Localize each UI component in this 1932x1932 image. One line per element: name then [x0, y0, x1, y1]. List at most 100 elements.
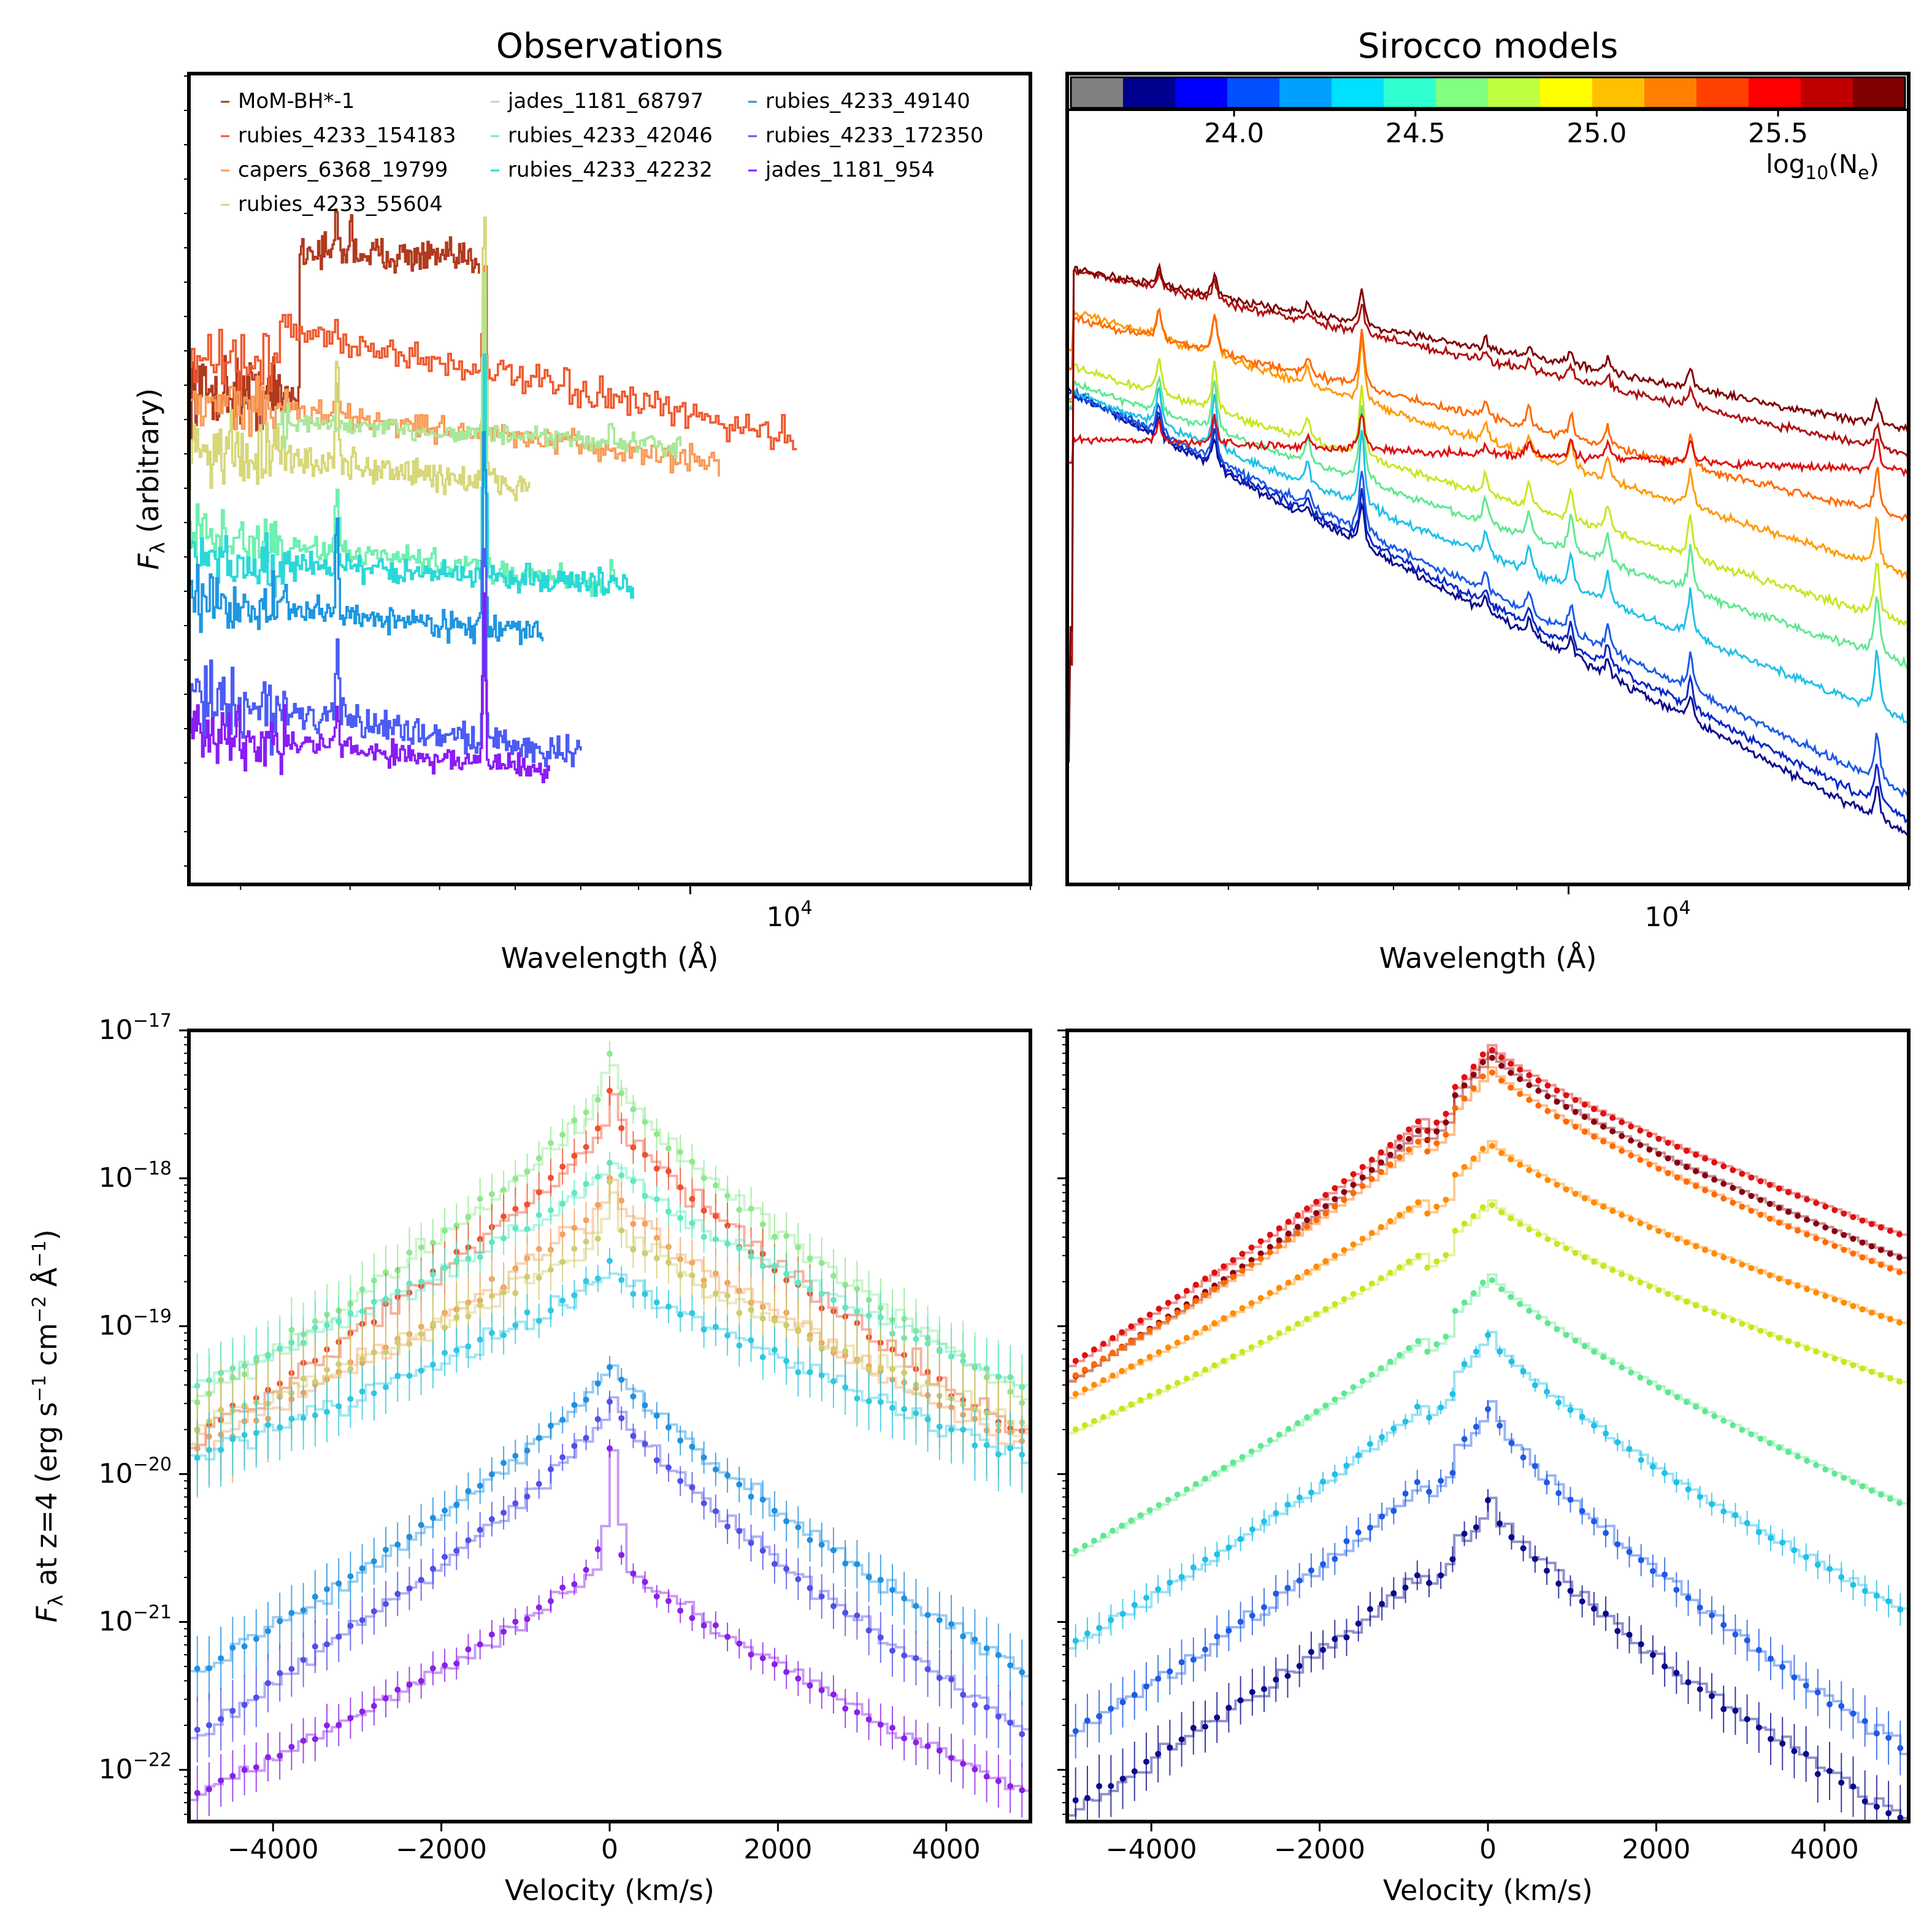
data-point [277, 1346, 283, 1352]
data-point [1304, 1269, 1310, 1275]
figure: Observations MoM-BH*-1rubies_4233_154183… [0, 0, 1932, 1932]
data-point [1308, 1649, 1314, 1655]
data-point [889, 1647, 895, 1654]
data-point [359, 1389, 366, 1395]
data-point [642, 1152, 648, 1158]
data-point [1498, 1063, 1505, 1069]
data-point [1308, 1489, 1314, 1495]
data-point [383, 1601, 389, 1607]
data-point [1351, 1182, 1357, 1188]
data-point [524, 1616, 531, 1622]
data-point [866, 1716, 872, 1722]
data-point [795, 1676, 801, 1682]
data-point [548, 1598, 554, 1604]
data-point [548, 1466, 554, 1473]
data-point [783, 1322, 789, 1328]
data-point [265, 1628, 271, 1634]
data-point [595, 1416, 601, 1422]
data-point [854, 1709, 860, 1715]
data-point [1190, 1565, 1197, 1571]
data-point [1132, 1692, 1138, 1698]
data-point [1627, 1549, 1633, 1555]
data-point [1295, 1230, 1301, 1236]
data-point [1238, 1619, 1244, 1625]
data-point [1646, 1132, 1652, 1138]
data-point [630, 1106, 636, 1113]
data-point [1850, 1214, 1856, 1220]
data-point [1730, 1185, 1736, 1191]
data-point [1202, 1723, 1208, 1730]
data-point [654, 1300, 660, 1306]
data-point [1332, 1301, 1338, 1307]
data-point [1415, 1139, 1421, 1145]
colorbar: 24.0 24.5 25.0 25.5 [1067, 77, 1909, 149]
x-tick-label: −2000 [396, 1834, 487, 1865]
data-point [1480, 1279, 1486, 1286]
data-point [1517, 1221, 1523, 1227]
data-point [1285, 1673, 1291, 1679]
data-point [1758, 1212, 1764, 1218]
data-point [1007, 1720, 1013, 1726]
data-point [1520, 1545, 1527, 1551]
data-point [335, 1319, 342, 1325]
data-point [1369, 1157, 1375, 1163]
data-point [1175, 1294, 1181, 1300]
data-point [1332, 1196, 1338, 1202]
data-point [1230, 1274, 1236, 1280]
data-point [324, 1322, 330, 1328]
data-point [1443, 1333, 1449, 1340]
data-point [1869, 1487, 1875, 1493]
colorbar-segment [1227, 77, 1280, 108]
data-point [1573, 1097, 1579, 1103]
data-point [1591, 1519, 1597, 1525]
data-point [889, 1725, 895, 1731]
data-point [1462, 1300, 1468, 1306]
data-point [500, 1289, 507, 1295]
data-point [1609, 1143, 1616, 1149]
data-point [1184, 1288, 1190, 1294]
data-point [430, 1665, 436, 1671]
data-point [466, 1646, 472, 1652]
data-point [1462, 1436, 1468, 1442]
data-point [1702, 1408, 1708, 1414]
data-point [1147, 1393, 1153, 1399]
data-point [407, 1373, 413, 1379]
data-point [1378, 1169, 1384, 1175]
data-point [1627, 1631, 1633, 1638]
data-point [1730, 1422, 1736, 1428]
data-point [1674, 1236, 1681, 1242]
data-point [1869, 1309, 1875, 1316]
data-point [642, 1119, 648, 1125]
data-point [1295, 1275, 1301, 1281]
data-point [1415, 1253, 1421, 1259]
data-point [1175, 1380, 1181, 1386]
colorbar-segment [1384, 77, 1436, 108]
data-point [1711, 1191, 1717, 1197]
data-point [571, 1292, 577, 1298]
data-point [1433, 1259, 1439, 1265]
data-point [1167, 1668, 1173, 1674]
data-point [1720, 1622, 1727, 1628]
colorbar-segment [1123, 77, 1176, 108]
data-point [371, 1349, 377, 1355]
data-point [830, 1603, 837, 1609]
data-point [913, 1410, 919, 1416]
x-axis-label: Velocity (km/s) [505, 1874, 715, 1907]
data-point [1497, 1422, 1503, 1428]
data-point [1656, 1287, 1662, 1294]
data-point [1351, 1241, 1357, 1248]
data-point [1804, 1217, 1810, 1223]
data-point [1332, 1252, 1338, 1259]
data-point [1415, 1338, 1421, 1344]
data-point [1369, 1176, 1375, 1182]
data-point [1554, 1098, 1560, 1105]
data-point [736, 1245, 742, 1251]
data-point [654, 1255, 660, 1262]
data-point [1878, 1492, 1884, 1498]
data-point [1637, 1157, 1643, 1163]
panel-title: Observations [496, 26, 723, 66]
data-point [1897, 1606, 1903, 1612]
data-point [277, 1753, 283, 1759]
data-point [500, 1187, 507, 1193]
data-point [630, 1571, 636, 1577]
